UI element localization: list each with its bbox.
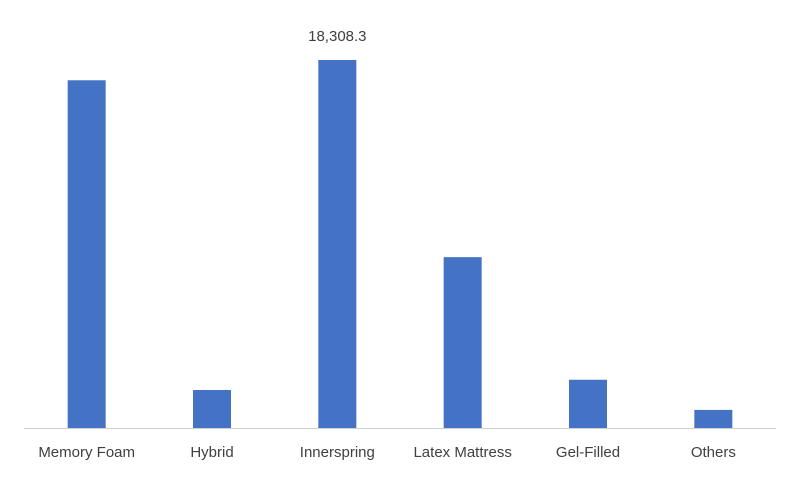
bar: [318, 60, 357, 428]
bar: [443, 257, 482, 428]
bar: [67, 80, 106, 429]
bar: [193, 390, 231, 428]
x-tick-label: Latex Mattress: [413, 444, 511, 461]
bar: [694, 409, 733, 428]
x-tick-label: Memory Foam: [38, 444, 135, 461]
x-tick-label: Others: [691, 444, 736, 461]
bar: [569, 379, 607, 428]
x-tick-label: Gel-Filled: [556, 444, 620, 461]
x-tick-label: Hybrid: [190, 444, 233, 461]
x-tick-label: Innerspring: [300, 444, 375, 461]
value-label: 18,308.3: [308, 28, 366, 45]
